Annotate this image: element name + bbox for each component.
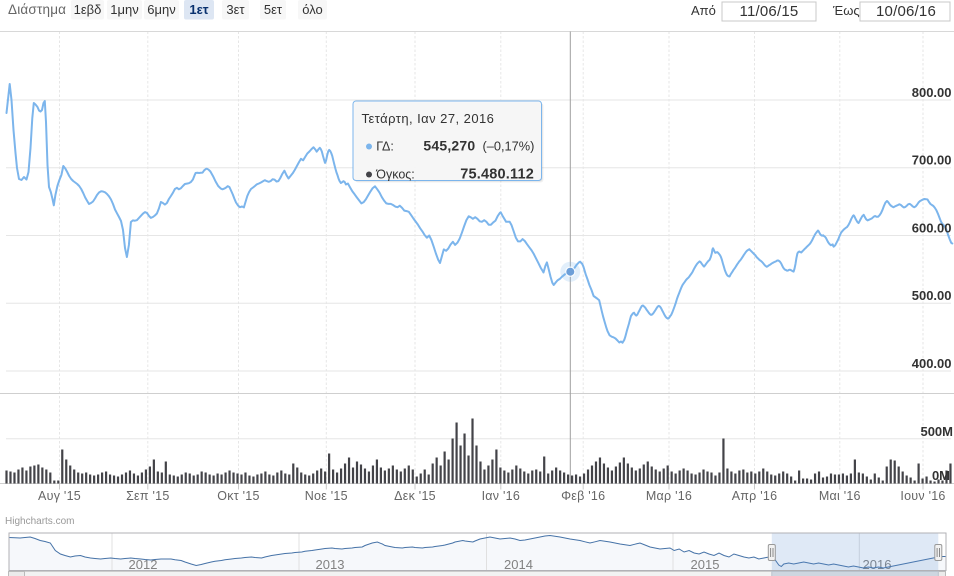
svg-text:1μην: 1μην [110,2,138,17]
svg-text:Οκτ '15: Οκτ '15 [217,489,259,503]
svg-text:Highcharts.com: Highcharts.com [5,516,74,527]
svg-text:Απρ '16: Απρ '16 [732,489,778,503]
svg-text:Σεπ '15: Σεπ '15 [126,489,169,503]
svg-text:2012: 2012 [129,557,158,572]
svg-text:500.00: 500.00 [912,288,952,303]
svg-text:Αυγ '15: Αυγ '15 [38,489,81,503]
svg-text:1εβδ: 1εβδ [74,2,102,17]
svg-text:2013: 2013 [316,557,345,572]
svg-text:800.00: 800.00 [912,85,952,100]
svg-text:1ετ: 1ετ [189,2,208,17]
svg-text:Φεβ '16: Φεβ '16 [561,489,605,503]
svg-text:600.00: 600.00 [912,221,952,236]
svg-text:Νοε '15: Νοε '15 [305,489,348,503]
svg-text:10/06/16: 10/06/16 [876,3,936,20]
svg-text:Δεκ '15: Δεκ '15 [394,489,436,503]
svg-text:Ιαν '16: Ιαν '16 [482,489,520,503]
svg-text:Από: Από [691,3,716,18]
svg-text:Έως: Έως [832,3,860,18]
svg-text:6μην: 6μην [147,2,175,17]
svg-text:0M: 0M [932,468,950,483]
svg-text:75.480.112: 75.480.112 [460,167,534,183]
svg-text:Μαι '16: Μαι '16 [819,489,861,503]
svg-text:ΓΔ:: ΓΔ: [376,140,394,154]
svg-text:500M: 500M [920,424,953,439]
svg-text:2015: 2015 [691,557,720,572]
svg-text:2014: 2014 [504,557,533,572]
svg-text:5ετ: 5ετ [264,2,283,17]
svg-text:3ετ: 3ετ [226,2,245,17]
svg-text:Όγκος:: Όγκος: [375,168,414,182]
svg-text:(–0,17%): (–0,17%) [483,139,535,154]
svg-text:11/06/15: 11/06/15 [740,3,799,20]
svg-text:όλο: όλο [302,2,323,17]
svg-text:400.00: 400.00 [912,356,952,371]
svg-text:700.00: 700.00 [912,153,952,168]
svg-text:Τετάρτη, Ιαν 27, 2016: Τετάρτη, Ιαν 27, 2016 [362,111,495,126]
svg-text:Ιουν '16: Ιουν '16 [900,489,945,503]
svg-text:Διάστημα: Διάστημα [8,2,66,17]
svg-text:Μαρ '16: Μαρ '16 [646,489,692,503]
svg-text:545,270: 545,270 [423,138,475,154]
